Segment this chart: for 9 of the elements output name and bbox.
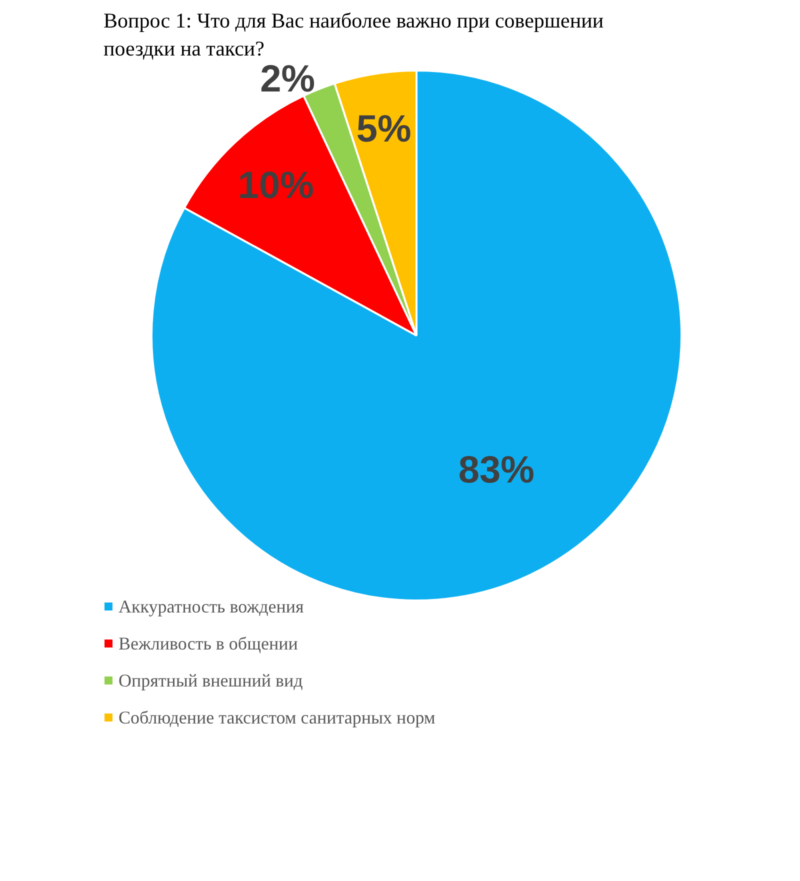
data-label: 83% <box>458 450 534 492</box>
legend-label: Опрятный внешний вид <box>118 670 303 690</box>
legend-label: Аккуратность вождения <box>118 596 304 616</box>
data-label: 2% <box>260 58 316 100</box>
chart-title: Вопрос 1: Что для Вас наиболее важно при совершении поездки на такси? <box>104 8 604 60</box>
legend-label: Вежливость в общении <box>118 634 298 654</box>
legend-label: Соблюдение таксистом санитарных норм <box>118 708 436 728</box>
data-label: 5% <box>356 108 412 150</box>
data-label: 10% <box>238 164 314 207</box>
